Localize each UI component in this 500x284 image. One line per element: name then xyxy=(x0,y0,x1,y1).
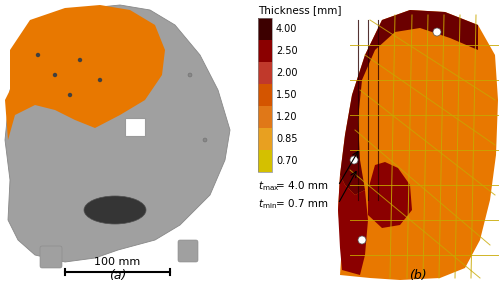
Polygon shape xyxy=(5,5,165,140)
Ellipse shape xyxy=(84,196,146,224)
Circle shape xyxy=(78,58,82,62)
Circle shape xyxy=(68,93,72,97)
Circle shape xyxy=(350,156,358,164)
Text: 2.00: 2.00 xyxy=(276,68,297,78)
Bar xyxy=(258,62,272,84)
Text: 1.20: 1.20 xyxy=(276,112,297,122)
Circle shape xyxy=(188,73,192,77)
Text: = 4.0 mm: = 4.0 mm xyxy=(276,181,328,191)
Circle shape xyxy=(358,236,366,244)
Text: 0.70: 0.70 xyxy=(276,156,297,166)
Polygon shape xyxy=(5,5,230,262)
Bar xyxy=(258,18,272,40)
Polygon shape xyxy=(338,10,498,280)
Text: 2.50: 2.50 xyxy=(276,46,297,56)
Bar xyxy=(258,18,272,172)
Polygon shape xyxy=(338,175,368,275)
Bar xyxy=(258,128,272,150)
Text: (b): (b) xyxy=(409,269,427,282)
Circle shape xyxy=(433,28,441,36)
FancyBboxPatch shape xyxy=(40,246,62,268)
Text: 100 mm: 100 mm xyxy=(94,257,140,267)
Text: $t_{\rm max}$: $t_{\rm max}$ xyxy=(258,179,280,193)
Text: $t_{\rm min}$: $t_{\rm min}$ xyxy=(258,197,277,211)
Bar xyxy=(258,84,272,106)
Text: 1.50: 1.50 xyxy=(276,90,297,100)
Circle shape xyxy=(98,78,102,82)
Polygon shape xyxy=(368,162,412,228)
FancyBboxPatch shape xyxy=(178,240,198,262)
Text: Thickness [mm]: Thickness [mm] xyxy=(258,5,342,15)
Text: 0.85: 0.85 xyxy=(276,134,297,144)
Bar xyxy=(258,150,272,172)
Text: = 0.7 mm: = 0.7 mm xyxy=(276,199,328,209)
Bar xyxy=(258,40,272,62)
Circle shape xyxy=(203,138,207,142)
Bar xyxy=(258,106,272,128)
Polygon shape xyxy=(340,10,478,195)
Bar xyxy=(125,118,145,136)
Circle shape xyxy=(53,73,57,77)
Circle shape xyxy=(36,53,40,57)
Text: 4.00: 4.00 xyxy=(276,24,297,34)
Text: (a): (a) xyxy=(110,269,126,282)
